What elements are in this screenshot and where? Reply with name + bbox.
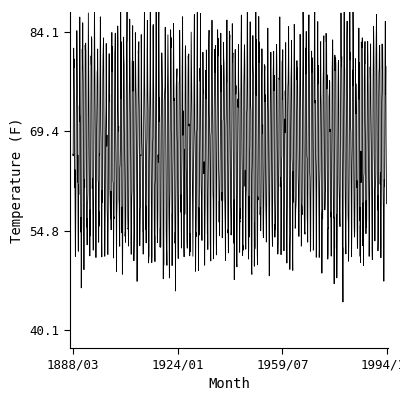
X-axis label: Month: Month [208,377,250,391]
Y-axis label: Temperature (F): Temperature (F) [10,117,24,243]
